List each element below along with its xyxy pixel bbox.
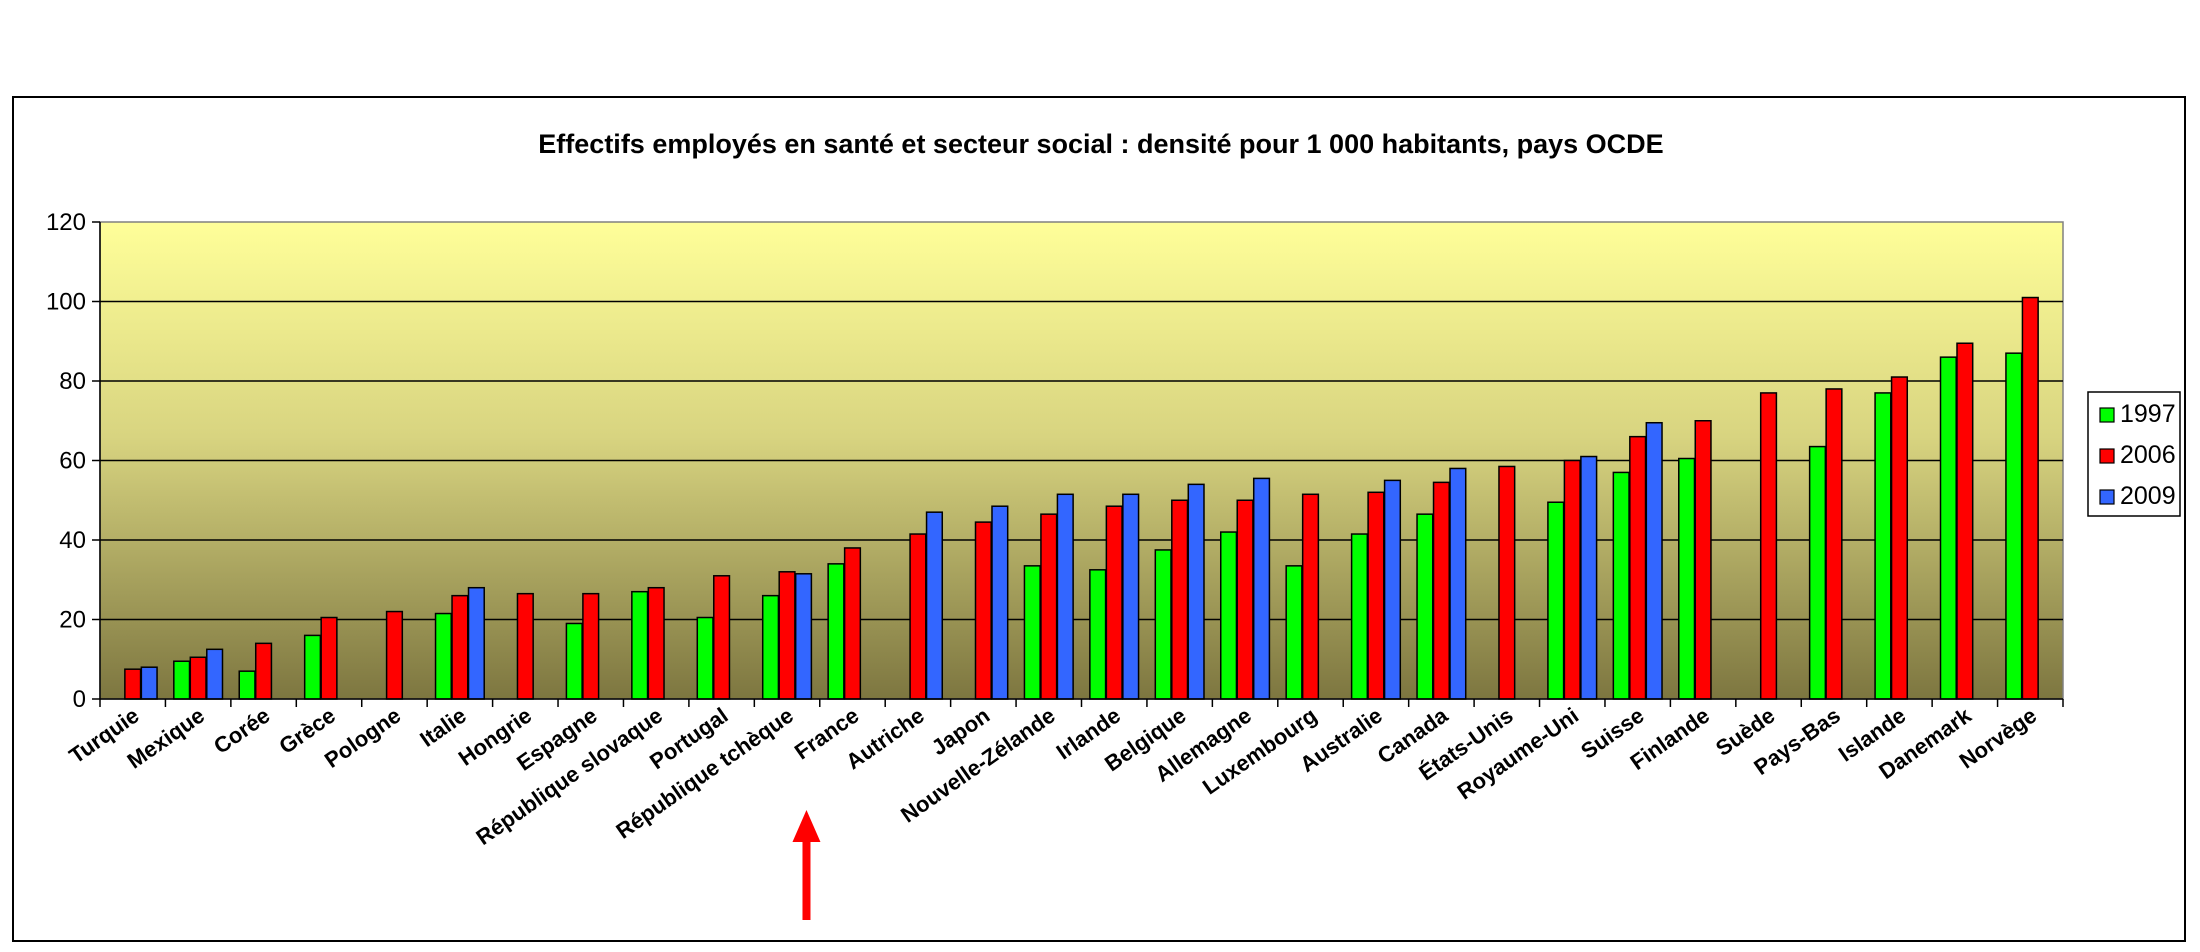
bar-2006-23 (1563, 459, 1581, 700)
legend-label-2006: 2006 (2120, 441, 2176, 469)
bar-2006-25 (1694, 420, 1712, 700)
bar-1997-23 (1547, 501, 1565, 700)
bar-2009-13 (925, 511, 944, 700)
bar-2006-30 (2021, 296, 2039, 700)
bar-1997-20 (1350, 533, 1369, 700)
bar-2006-5 (385, 610, 404, 700)
bar-2009-6 (467, 586, 485, 700)
chart-svg: Effectifs employés en santé et secteur s… (46, 129, 2181, 920)
bar-1997-29 (1939, 356, 1957, 700)
bar-2009-20 (1383, 479, 1402, 700)
bar-2006-17 (1171, 499, 1189, 700)
x-category-label: Corée (209, 703, 274, 759)
bar-1997-24 (1612, 471, 1630, 700)
bar-2006-9 (647, 586, 665, 700)
bar-2009-21 (1449, 467, 1467, 700)
bar-1997-17 (1154, 549, 1172, 700)
bar-2009-14 (991, 505, 1009, 700)
bar-1997-9 (631, 590, 649, 700)
bar-2006-8 (582, 592, 600, 700)
y-tick-label: 100 (46, 289, 86, 316)
bar-2009-16 (1122, 493, 1140, 700)
bar-2009-15 (1056, 493, 1074, 700)
bar-1997-2 (173, 660, 191, 700)
legend-swatch-1997 (2099, 407, 2115, 423)
bar-1997-21 (1416, 513, 1434, 700)
y-tick-label: 60 (59, 448, 86, 475)
bar-2006-18 (1236, 499, 1254, 700)
bar-2006-19 (1301, 493, 1320, 700)
legend-swatch-2006 (2099, 448, 2115, 464)
bar-2009-11 (794, 573, 813, 700)
axes (92, 221, 2064, 707)
bar-1997-15 (1023, 565, 1041, 700)
legend-label-2009: 2009 (2120, 482, 2176, 510)
bar-2009-1 (140, 666, 158, 700)
bar-1997-3 (238, 670, 256, 700)
bar-2006-22 (1498, 465, 1516, 700)
y-tick-labels: 0 20 40 60 80 100 120 (46, 209, 86, 713)
bar-1997-28 (1874, 392, 1892, 700)
bar-2006-2 (189, 656, 207, 700)
y-tick-label: 80 (59, 368, 86, 395)
bar-1997-16 (1089, 569, 1107, 700)
bar-2006-7 (516, 592, 534, 700)
bar-2006-6 (451, 594, 469, 700)
bar-2009-24 (1645, 421, 1663, 700)
bar-2006-16 (1105, 505, 1123, 700)
annotations (792, 810, 821, 920)
bar-2006-27 (1825, 388, 1843, 700)
bar-2006-10 (713, 575, 731, 700)
legend: 1997 2006 2009 (2087, 391, 2181, 517)
bar-2006-3 (254, 642, 273, 700)
bar-1997-25 (1678, 457, 1696, 700)
bar-1997-10 (696, 616, 714, 700)
bar-2006-29 (1956, 342, 1974, 700)
y-tick-label: 0 (73, 686, 86, 713)
bar-2006-21 (1432, 481, 1450, 700)
bar-2006-26 (1759, 392, 1778, 700)
annotation-arrow-head (792, 810, 821, 842)
legend-items: 1997 2006 2009 (2099, 400, 2176, 510)
bar-2006-13 (909, 533, 927, 700)
bar-1997-11 (761, 594, 780, 700)
bars (124, 296, 2039, 700)
y-tick-label: 120 (46, 209, 86, 236)
chart-title: Effectifs employés en santé et secteur s… (538, 129, 1663, 159)
bar-2006-15 (1040, 513, 1058, 700)
bar-1997-19 (1285, 565, 1303, 700)
bar-1997-18 (1219, 531, 1238, 700)
bar-2009-17 (1187, 483, 1205, 700)
bar-1997-8 (565, 622, 583, 700)
bar-2009-2 (206, 648, 224, 700)
bar-2006-24 (1629, 435, 1647, 700)
bar-2009-23 (1580, 455, 1598, 700)
bar-1997-12 (827, 563, 845, 700)
grid-lines (100, 300, 2063, 621)
bar-2006-1 (124, 668, 142, 700)
bar-2006-28 (1890, 376, 1909, 700)
bar-1997-6 (434, 612, 452, 700)
chart-frame: Effectifs employés en santé et secteur s… (12, 96, 2186, 942)
bar-1997-27 (1808, 445, 1827, 700)
bar-2006-20 (1367, 491, 1385, 700)
bar-2006-12 (843, 547, 862, 700)
legend-label-1997: 1997 (2120, 400, 2176, 428)
bar-2006-11 (778, 571, 796, 700)
bar-1997-30 (2005, 352, 2023, 700)
y-tick-label: 20 (59, 607, 86, 634)
bar-2009-18 (1252, 477, 1271, 700)
bar-2006-4 (320, 616, 338, 700)
y-tick-label: 40 (59, 527, 86, 554)
legend-swatch-2009 (2099, 489, 2115, 505)
bar-2006-14 (974, 521, 992, 700)
bar-1997-4 (303, 634, 322, 700)
